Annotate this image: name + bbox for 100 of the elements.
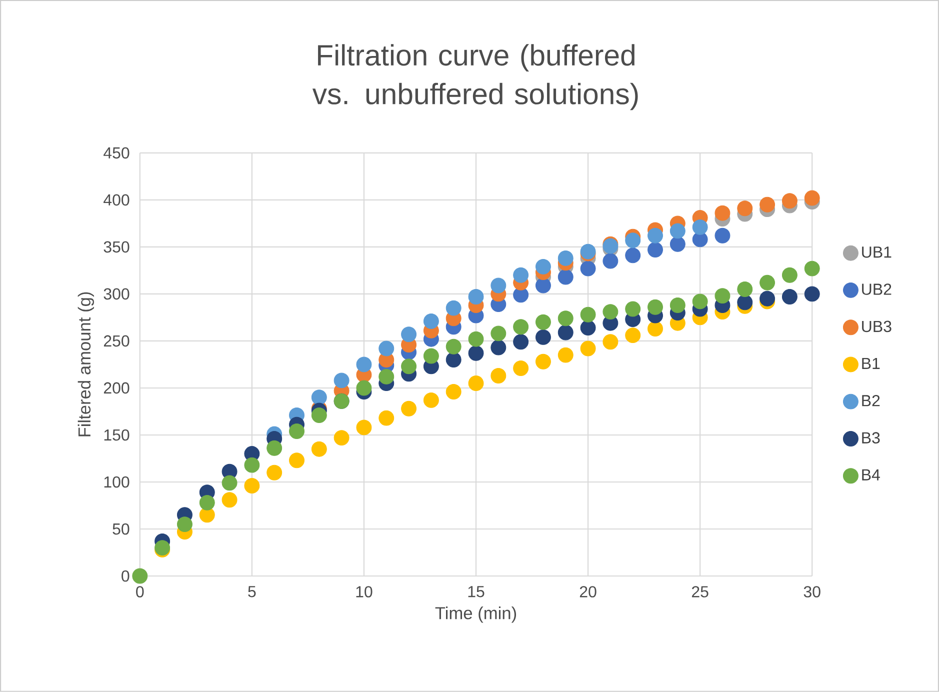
point bbox=[132, 568, 148, 584]
y-axis-title: Filtered amount (g) bbox=[78, 292, 94, 436]
point bbox=[714, 288, 730, 304]
point bbox=[804, 286, 820, 302]
point bbox=[760, 290, 776, 306]
point bbox=[580, 306, 596, 322]
point bbox=[692, 294, 708, 310]
point bbox=[692, 219, 708, 235]
point bbox=[535, 258, 551, 274]
y-tick-label: 150 bbox=[104, 429, 130, 441]
legend-label: UB1 bbox=[862, 246, 892, 258]
point bbox=[468, 331, 484, 347]
x-tick-label: 0 bbox=[136, 586, 144, 598]
legend-label: B2 bbox=[862, 395, 880, 406]
point bbox=[535, 329, 551, 345]
point bbox=[468, 289, 484, 305]
point bbox=[356, 356, 372, 372]
point bbox=[378, 368, 394, 384]
point bbox=[266, 440, 282, 456]
point bbox=[670, 236, 686, 252]
y-tick-label: 0 bbox=[122, 570, 130, 582]
point bbox=[602, 334, 618, 350]
point bbox=[222, 475, 238, 491]
point bbox=[513, 319, 529, 335]
point bbox=[446, 338, 462, 354]
x-tick-label: 15 bbox=[468, 586, 484, 598]
point bbox=[513, 267, 529, 283]
point bbox=[244, 457, 260, 473]
point bbox=[760, 196, 776, 212]
y-tick-label: 50 bbox=[112, 523, 130, 535]
point bbox=[580, 320, 596, 336]
point bbox=[625, 248, 641, 264]
y-tick-label: 350 bbox=[104, 241, 130, 253]
point bbox=[648, 228, 663, 244]
point bbox=[804, 190, 820, 206]
point bbox=[356, 380, 372, 396]
point bbox=[648, 242, 663, 258]
point bbox=[602, 304, 618, 320]
point bbox=[558, 310, 574, 326]
point bbox=[446, 300, 462, 316]
point bbox=[199, 494, 215, 510]
point bbox=[737, 200, 753, 216]
point bbox=[446, 352, 462, 368]
legend-label: UB3 bbox=[862, 320, 892, 332]
point bbox=[782, 289, 798, 305]
y-tick-label: 400 bbox=[104, 194, 130, 206]
legend-label: UB2 bbox=[862, 284, 892, 295]
point bbox=[782, 267, 798, 283]
point bbox=[490, 278, 506, 294]
point bbox=[176, 516, 192, 532]
point bbox=[401, 400, 417, 416]
point bbox=[311, 408, 327, 424]
point bbox=[714, 228, 730, 244]
x-tick-label: 10 bbox=[356, 586, 372, 598]
y-tick-label: 100 bbox=[104, 476, 130, 488]
point bbox=[490, 326, 506, 342]
point bbox=[490, 368, 506, 384]
point bbox=[423, 348, 439, 364]
point bbox=[378, 410, 394, 426]
point bbox=[401, 326, 417, 342]
point bbox=[334, 372, 350, 388]
y-tick-label: 450 bbox=[104, 147, 130, 159]
point bbox=[602, 253, 618, 269]
point bbox=[446, 384, 462, 400]
point bbox=[580, 260, 596, 276]
point bbox=[760, 274, 776, 290]
y-tick-label: 300 bbox=[104, 288, 130, 300]
legend-label: B4 bbox=[862, 469, 880, 480]
y-tick-label: 250 bbox=[104, 335, 130, 347]
point bbox=[289, 452, 304, 468]
point bbox=[378, 340, 394, 356]
x-tick-label: 20 bbox=[580, 586, 596, 598]
x-axis-title: Time (min) bbox=[435, 606, 516, 623]
point bbox=[580, 340, 596, 356]
point bbox=[222, 492, 238, 508]
y-tick-label: 200 bbox=[104, 382, 130, 394]
legend-label: B1 bbox=[862, 358, 880, 369]
point bbox=[648, 299, 663, 315]
point bbox=[558, 269, 574, 285]
point bbox=[558, 250, 574, 266]
x-tick-label: 30 bbox=[804, 586, 820, 598]
x-tick-label: 5 bbox=[248, 586, 256, 598]
point bbox=[714, 205, 730, 221]
point bbox=[490, 340, 506, 356]
chart-title: Filtration curve (buffered vs. unbuffered solutions) bbox=[312, 44, 638, 110]
point bbox=[311, 390, 327, 406]
point bbox=[423, 392, 439, 408]
point bbox=[804, 260, 820, 276]
point bbox=[535, 354, 551, 370]
point bbox=[670, 298, 686, 313]
point bbox=[401, 358, 417, 374]
point bbox=[558, 324, 574, 340]
point bbox=[737, 294, 753, 310]
point bbox=[311, 441, 327, 457]
point bbox=[625, 301, 641, 317]
point bbox=[648, 321, 663, 337]
point bbox=[737, 282, 753, 298]
point bbox=[625, 328, 641, 344]
point bbox=[334, 430, 350, 446]
point bbox=[289, 424, 304, 439]
